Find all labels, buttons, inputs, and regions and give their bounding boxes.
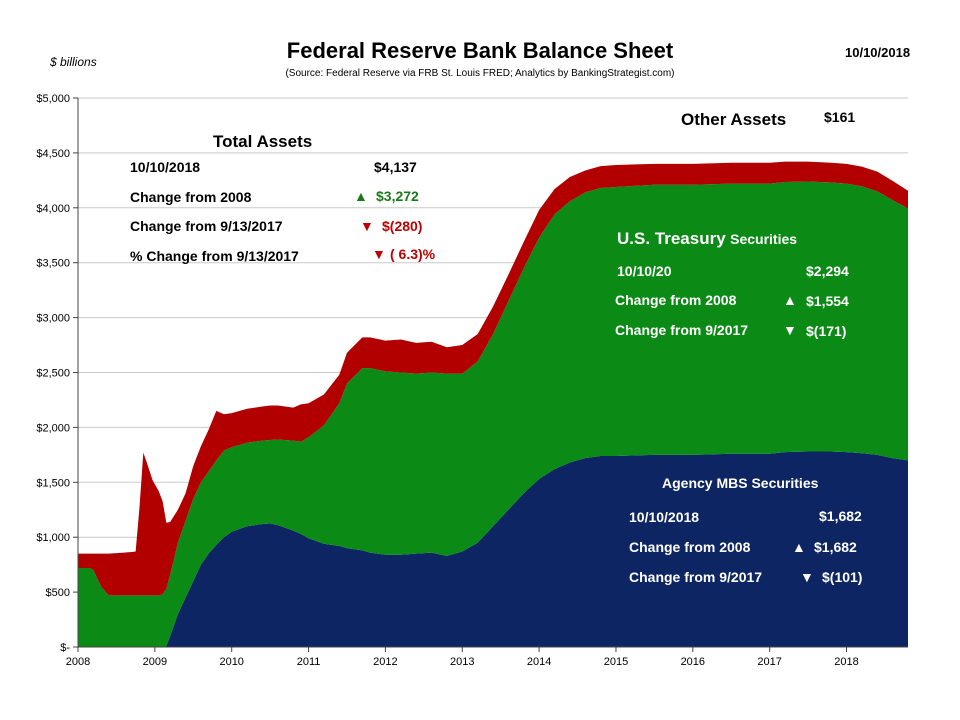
treasury-date-value: $2,294 (806, 263, 849, 279)
other-assets-value: $161 (824, 109, 856, 125)
y-tick-label: $- (60, 642, 70, 654)
treasury-change-2008-value: $1,554 (806, 293, 849, 309)
up-arrow-icon: ▲ (792, 539, 806, 555)
total-assets-change-2017-value: $(280) (382, 218, 423, 234)
treasury-change-2017-value: $(171) (806, 323, 847, 339)
total-assets-change-2017-label: Change from 9/13/2017 (130, 218, 283, 234)
y-tick-label: $4,000 (36, 203, 70, 215)
x-tick-label: 2012 (373, 656, 397, 668)
mbs-change-2008-value: $1,682 (814, 539, 857, 555)
total-assets-pct-change-label: % Change from 9/13/2017 (130, 248, 299, 264)
down-arrow-icon: ▼ (800, 569, 814, 585)
treasury-date-label: 10/10/20 (617, 263, 672, 279)
units-label: $ billions (50, 55, 97, 69)
axes: $- $500 $1,000 $1,500 $2,000 $2,500 $3,000 $3,5… (36, 93, 908, 668)
mbs-change-2017-value: $(101) (822, 569, 863, 585)
y-tick-label: $3,000 (36, 313, 70, 325)
y-tick-label: $500 (46, 587, 70, 599)
treasury-change-2008-label: Change from 2008 (615, 292, 737, 308)
total-assets-date-value: $4,137 (374, 159, 417, 175)
total-assets-change-2008-value: $3,272 (376, 188, 419, 204)
up-arrow-icon: ▲ (783, 292, 797, 308)
x-tick-label: 2016 (681, 656, 705, 668)
x-tick-label: 2009 (143, 656, 167, 668)
down-arrow-icon: ▼ (783, 322, 797, 338)
total-assets-change-2008-label: Change from 2008 (130, 189, 252, 205)
y-tick-label: $1,000 (36, 532, 70, 544)
y-tick-label: $3,500 (36, 258, 70, 270)
up-arrow-icon: ▲ (354, 188, 368, 204)
mbs-change-2017-label: Change from 9/2017 (629, 569, 763, 585)
down-arrow-icon: ▼ (372, 246, 386, 262)
mbs-date-value: $1,682 (819, 508, 862, 524)
area-agency-mbs (78, 451, 908, 647)
total-assets-date-label: 10/10/2018 (130, 159, 201, 175)
treasury-heading-main: U.S. Treasury (617, 229, 726, 248)
total-assets-pct-change-value: ( 6.3)% (390, 246, 436, 262)
area-us-treasury (78, 181, 908, 647)
total-assets-heading: Total Assets (213, 132, 313, 151)
x-tick-label: 2010 (219, 656, 243, 668)
x-tick-label: 2018 (834, 656, 858, 668)
treasury-change-2017-label: Change from 9/2017 (615, 322, 749, 338)
y-tick-label: $2,000 (36, 422, 70, 434)
mbs-change-2008-label: Change from 2008 (629, 539, 751, 555)
x-tick-label: 2011 (297, 656, 321, 668)
treasury-heading: U.S. Treasury Securities (617, 229, 797, 249)
x-tick-label: 2015 (604, 656, 628, 668)
y-tick-label: $1,500 (36, 477, 70, 489)
stacked-areas (78, 161, 908, 647)
report-date: 10/10/2018 (845, 45, 911, 60)
chart-subtitle: (Source: Federal Reserve via FRB St. Lou… (285, 68, 675, 79)
x-tick-label: 2017 (757, 656, 781, 668)
y-tick-label: $2,500 (36, 368, 70, 380)
x-tick-label: 2014 (527, 656, 551, 668)
mbs-heading: Agency MBS Securities (662, 475, 819, 491)
x-tick-label: 2008 (66, 656, 90, 668)
y-tick-label: $5,000 (36, 93, 70, 105)
treasury-heading-suffix: Securities (730, 231, 798, 247)
area-other-assets (78, 161, 908, 596)
y-tick-label: $4,500 (36, 148, 70, 160)
mbs-date-label: 10/10/2018 (629, 509, 700, 525)
other-assets-label: Other Assets (681, 110, 787, 129)
chart-title: Federal Reserve Bank Balance Sheet (286, 38, 674, 63)
x-tick-label: 2013 (450, 656, 474, 668)
down-arrow-icon: ▼ (360, 218, 374, 234)
